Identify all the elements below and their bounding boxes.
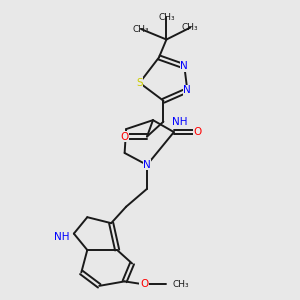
Text: O: O xyxy=(194,127,202,137)
Text: CH₃: CH₃ xyxy=(133,25,149,34)
Text: CH₃: CH₃ xyxy=(182,23,199,32)
Text: NH: NH xyxy=(172,117,187,127)
Text: S: S xyxy=(136,78,143,88)
Text: O: O xyxy=(121,132,129,142)
Text: CH₃: CH₃ xyxy=(158,13,175,22)
Text: NH: NH xyxy=(54,232,69,242)
Text: CH₃: CH₃ xyxy=(173,280,190,289)
Text: N: N xyxy=(143,160,151,170)
Text: N: N xyxy=(181,61,188,71)
Text: N: N xyxy=(184,85,191,95)
Text: O: O xyxy=(140,279,148,290)
